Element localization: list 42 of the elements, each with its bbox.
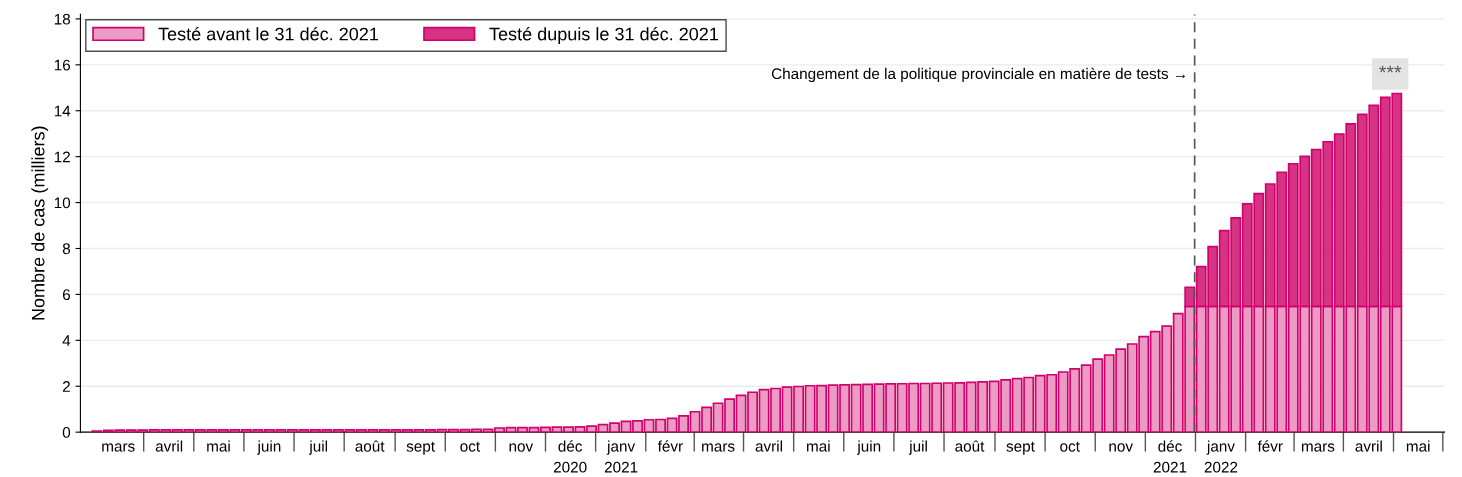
y-tick-label: 0 — [62, 427, 71, 438]
y-tick-label: 12 — [54, 151, 70, 163]
x-tick-label: oct — [1060, 441, 1080, 452]
x-tick-label: sept — [406, 441, 435, 455]
x-tick-label: nov — [1109, 443, 1133, 452]
annotation: *** — [1379, 65, 1402, 73]
x-tick-label: juin — [856, 440, 881, 455]
x-tick-label: juin — [257, 440, 281, 455]
x-tick-label: oct — [460, 441, 480, 452]
x-tick-label: avril — [155, 440, 183, 452]
x-tick-label: déc 2020 — [553, 440, 587, 473]
ref-line-label: Changement de la politique provinciale en matière de tests → — [771, 67, 1185, 83]
x-tick-label: janv 2022 — [1204, 440, 1238, 473]
x-tick-label: avril — [755, 440, 782, 452]
y-tick-label: 16 — [54, 59, 71, 71]
x-tick-label: juil — [908, 440, 927, 455]
x-tick-label: déc 2021 — [1153, 440, 1187, 473]
y-tick-label: 2 — [62, 381, 70, 392]
legend-label: Testé dupuis le 31 déc. 2021 — [489, 26, 718, 44]
x-tick-label: févr — [657, 440, 683, 452]
x-tick-label: avril — [1355, 440, 1382, 452]
legend-label: Testé avant le 31 déc. 2021 — [158, 26, 378, 41]
y-tick-label: 4 — [62, 335, 71, 346]
x-tick-label: janv 2021 — [604, 440, 638, 473]
x-tick-label: mai — [807, 440, 830, 452]
x-tick-label: mars — [1301, 443, 1335, 452]
x-tick-label: juil — [309, 440, 328, 455]
y-axis-title: Nombre de cas (milliers) — [31, 126, 49, 320]
y-tick-label: 18 — [54, 13, 71, 25]
y-tick-label: 8 — [62, 243, 71, 255]
x-tick-label: août — [355, 440, 385, 452]
x-tick-label: sept — [1006, 441, 1035, 455]
y-tick-label: 10 — [54, 197, 71, 209]
x-tick-label: nov — [509, 443, 534, 452]
x-tick-label: mai — [1406, 440, 1430, 452]
y-tick-label: 14 — [54, 105, 71, 117]
x-tick-label: mars — [102, 443, 135, 452]
x-tick-label: mars — [702, 443, 735, 452]
x-tick-label: févr — [1257, 440, 1283, 452]
y-tick-label: 6 — [62, 289, 71, 301]
x-tick-label: mai — [207, 440, 230, 452]
x-tick-label: août — [955, 440, 985, 452]
